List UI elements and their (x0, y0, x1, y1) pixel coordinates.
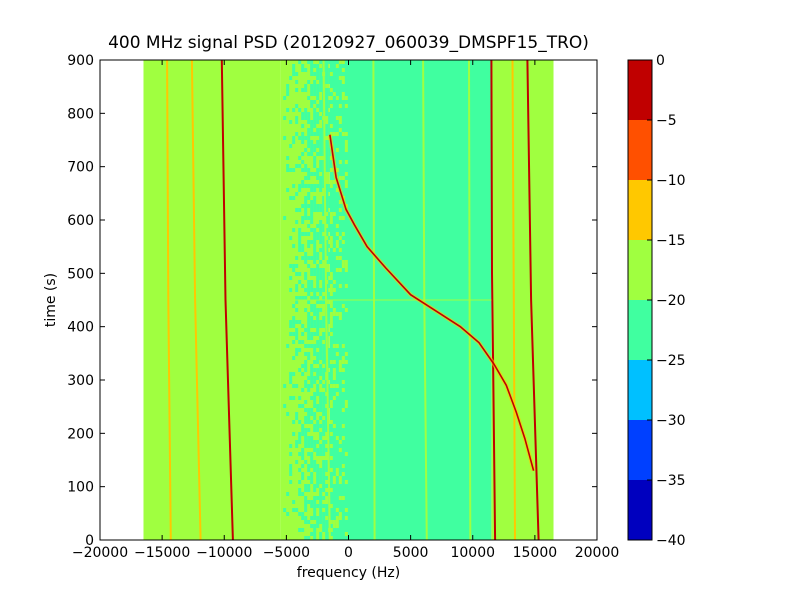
y-tick-label: 700 (67, 160, 94, 176)
colorbar-segment (628, 60, 652, 120)
carrier-line-1 (190, 60, 202, 540)
colorbar-segment (628, 480, 652, 540)
y-tick-label: 0 (85, 533, 94, 549)
x-tick-label: −5000 (263, 545, 310, 561)
colorbar-segment (628, 360, 652, 420)
carrier-line-2 (220, 60, 234, 540)
x-tick-label: 5000 (393, 545, 429, 561)
y-tick-label: 200 (67, 426, 94, 442)
y-tick-label: 600 (67, 213, 94, 229)
x-tick-label: 20000 (575, 545, 620, 561)
y-axis-label: time (s) (43, 273, 59, 327)
colorbar-tick-label: 0 (656, 53, 665, 69)
y-axis: 0 100 200 300 400 500 600 700 800 900 (67, 53, 597, 549)
y-tick-label: 300 (67, 373, 94, 389)
chart-title: 400 MHz signal PSD (20120927_060039_DMSP… (108, 33, 589, 53)
x-tick-label: 10000 (450, 545, 495, 561)
x-tick-label: 0 (344, 545, 353, 561)
colorbar-segment (628, 180, 652, 240)
colorbar-tick-label: −20 (656, 293, 686, 309)
colorbar: −40 −35 −30 −25 −20 −15 −10 −5 0 (627, 53, 686, 549)
carrier-line-8 (511, 60, 516, 540)
colorbar-segment (628, 120, 652, 180)
colorbar-tick-label: −35 (656, 473, 686, 489)
colorbar-tick-label: −5 (656, 113, 677, 129)
doppler-curve (329, 134, 535, 471)
colorbar-tick-label: −30 (656, 413, 686, 429)
x-tick-label: −10000 (196, 545, 252, 561)
x-axis: −20000 −15000 −10000 −5000 0 5000 10000 15000 20… (72, 60, 619, 561)
plot-area (143, 60, 554, 540)
colorbar-tick-label: −40 (656, 533, 686, 549)
carrier-line-9 (526, 60, 540, 540)
carrier-line-0 (166, 60, 172, 540)
x-tick-label: 15000 (513, 545, 558, 561)
colorbar-segment (628, 420, 652, 480)
colorbar-tick-label: −15 (656, 233, 686, 249)
psd-region-0 (143, 60, 281, 540)
y-tick-label: 500 (67, 266, 94, 282)
carrier-line-7 (490, 60, 497, 540)
colorbar-tick-label: −25 (656, 353, 686, 369)
y-tick-label: 100 (67, 480, 94, 496)
x-axis-label: frequency (Hz) (297, 565, 400, 581)
colorbar-segment (628, 240, 652, 300)
y-tick-label: 900 (67, 53, 94, 69)
psd-region-3 (491, 60, 554, 540)
x-tick-label: −20000 (72, 545, 128, 561)
y-tick-label: 800 (67, 106, 94, 122)
colorbar-segment (628, 300, 652, 360)
x-tick-label: −15000 (134, 545, 190, 561)
colorbar-tick-label: −10 (656, 173, 686, 189)
y-tick-label: 400 (67, 320, 94, 336)
